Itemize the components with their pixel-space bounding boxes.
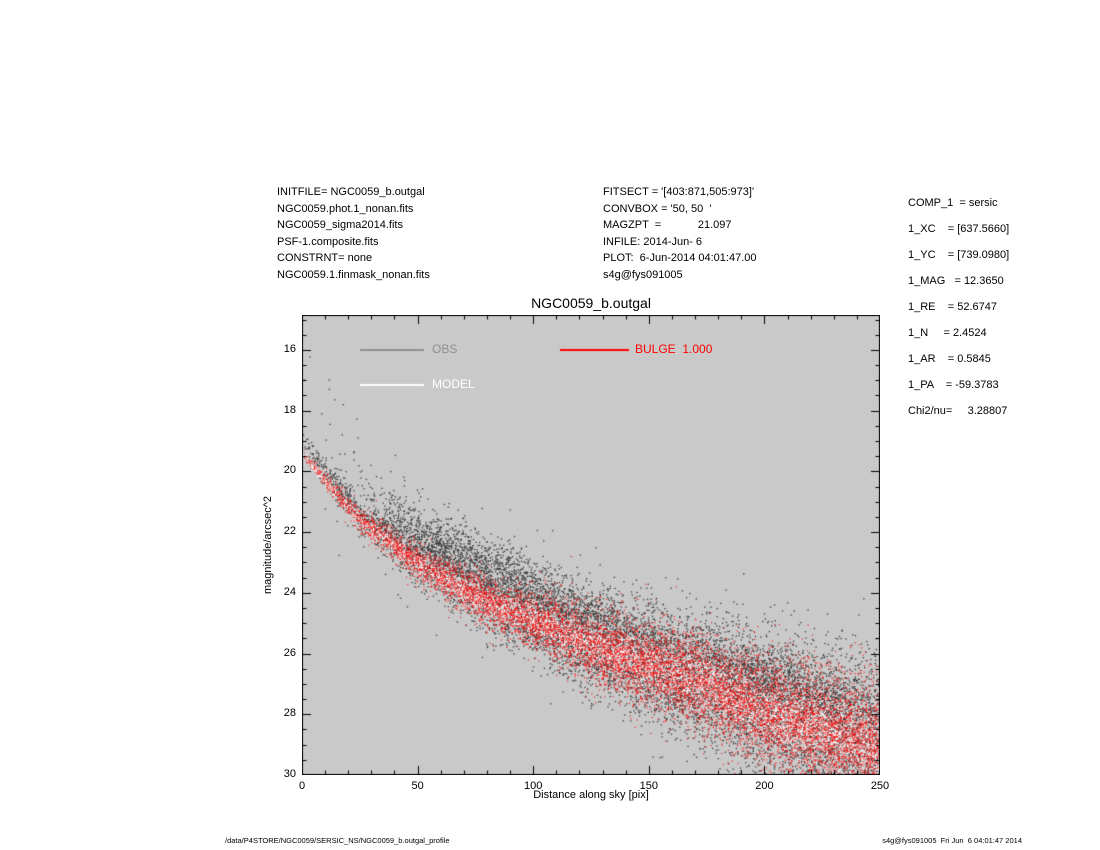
fit-parameters-block: COMP_1 = sersic 1_XC = [637.5660] 1_YC = [… [908, 190, 1009, 424]
x-axis-title: Distance along sky [pix] [533, 789, 649, 801]
legend-label-bulge: BULGE 1.000 [635, 342, 713, 356]
y-tick-label: 26 [283, 646, 296, 659]
info-line: NGC0059.phot.1_nonan.fits [277, 202, 414, 215]
footer-filepath: /data/P4STORE/NGC0059/SERSIC_NS/NGC0059_… [225, 836, 450, 845]
info-line: FITSECT = '[403:871,505:973]' [603, 186, 755, 198]
plot-title: NGC0059_b.outgal [531, 295, 651, 311]
x-tick-label: 200 [755, 780, 774, 792]
info-line: 1_RE = 52.6747 [908, 301, 997, 313]
scatter-plot-canvas [302, 315, 880, 775]
x-tick-label: 250 [870, 780, 890, 792]
info-line: NGC0059_sigma2014.fits [277, 219, 403, 231]
info-line: Chi2/nu= 3.28807 [908, 405, 1008, 417]
y-tick-label: 18 [283, 403, 296, 416]
info-line: 1_XC = [637.5660] [908, 223, 1010, 235]
info-line: MAGZPT = 21.097 [603, 219, 732, 231]
x-tick-label: 150 [639, 780, 658, 792]
x-tick-label: 100 [524, 780, 543, 792]
legend-label-obs: OBS [432, 342, 458, 356]
info-line: 1_AR = 0.5845 [908, 353, 991, 365]
y-axis-title: magnitude/arcsec^2 [262, 495, 274, 595]
info-line: NGC0059.1.finmask_nonan.fits [277, 268, 430, 281]
info-line: INITFILE= NGC0059_b.outgal [277, 186, 425, 198]
info-line: COMP_1 = sersic [908, 197, 998, 209]
info-line: 1_YC = [739.0980] [908, 249, 1010, 261]
info-line: CONSTRNT= none [277, 252, 373, 264]
y-tick-label: 24 [283, 585, 296, 598]
y-tick-label: 20 [283, 464, 296, 477]
y-tick-label: 22 [283, 525, 296, 538]
legend-label-model: MODEL [432, 377, 475, 391]
info-line: CONVBOX = '50, 50 ' [603, 202, 712, 215]
y-tick-label: 28 [283, 707, 296, 720]
info-line: PSF-1.composite.fits [277, 235, 379, 248]
y-tick-label: 30 [283, 768, 296, 780]
info-line: 1_PA = -59.3783 [908, 379, 999, 391]
info-line: INFILE: 2014-Jun- 6 [603, 235, 703, 248]
x-tick-label: 50 [411, 780, 424, 792]
info-line: PLOT: 6-Jun-2014 04:01:47.00 [603, 252, 757, 264]
info-line: 1_N = 2.4524 [908, 327, 987, 339]
fit-input-files-block: INITFILE= NGC0059_b.outgal NGC0059.phot.1… [277, 184, 430, 283]
info-line: s4g@fys091005 [603, 268, 683, 281]
info-line: 1_MAG = 12.3650 [908, 275, 1004, 287]
fit-settings-block: FITSECT = '[403:871,505:973]' CONVBOX = '… [603, 184, 757, 283]
plot-area: OBS MODEL BULGE 1.000 [302, 315, 880, 775]
y-tick-label: 16 [283, 342, 296, 355]
footer-user-timestamp: s4g@fys091005 Fri Jun 6 04:01:47 2014 [882, 836, 1022, 845]
x-tick-label: 0 [298, 780, 306, 792]
